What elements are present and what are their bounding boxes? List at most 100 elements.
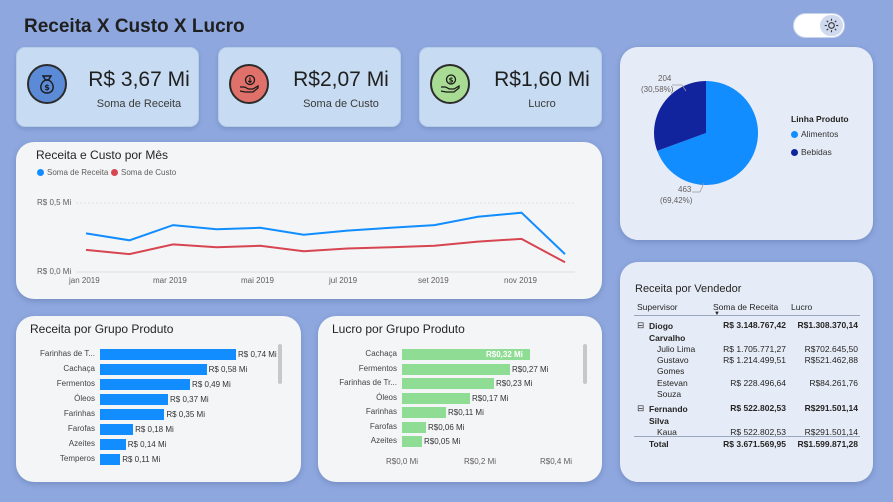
table-row-receita: R$ 228.496,64 (730, 378, 786, 388)
legend-swatch (791, 148, 798, 156)
kpi-label: Soma de Receita (96, 98, 182, 110)
bar-value-label: R$ 0,35 Mi (166, 410, 205, 419)
column-header-supervisor[interactable]: Supervisor (637, 302, 678, 312)
table-row-receita: R$ 522.802,53 (730, 427, 786, 437)
x-tick-label: R$0,4 Mi (540, 457, 573, 466)
bar[interactable] (402, 407, 446, 418)
pie-label-alimentos-value: 463 (678, 185, 692, 194)
legend-item-alimentos[interactable]: Alimentos (791, 129, 838, 139)
legend-label: Soma de Custo (121, 168, 177, 177)
table-row-name: Gustavo Gomes (657, 355, 689, 376)
receita-bar-card: Receita por Grupo Produto Farinhas de T.… (16, 316, 301, 482)
theme-toggle[interactable] (793, 13, 845, 38)
table-row-name: Fernando Silva (649, 404, 688, 426)
bar[interactable] (402, 421, 426, 433)
line-chart-card: Receita e Custo por Mês Soma de Receita … (16, 142, 602, 299)
bar[interactable] (100, 364, 207, 375)
series-line-receita[interactable] (85, 211, 566, 255)
table-total-receita: R$ 3.671.569,95 (723, 439, 786, 449)
pie-chart-card: 204 (30,58%) 463 (69,42%) Linha Produto … (620, 47, 873, 240)
column-header-receita[interactable]: Soma de Receita (713, 302, 779, 312)
bar-value-label: R$ 0,49 Mi (192, 380, 231, 389)
bar[interactable] (100, 424, 134, 435)
bar[interactable] (100, 379, 191, 390)
x-tick-label: R$0,0 Mi (386, 457, 419, 466)
legend-item-receita[interactable]: Soma de Receita (37, 168, 108, 177)
table-row-lucro: R$1.308.370,14 (797, 320, 859, 330)
pie-label-bebidas-pct: (30,58%) (641, 85, 674, 94)
pie-legend-title: Linha Produto (791, 114, 849, 124)
cost-hand-icon (229, 64, 269, 104)
legend-item-bebidas[interactable]: Bebidas (791, 147, 832, 157)
profit-hand-icon: $ (430, 64, 470, 104)
table-row-lucro: R$84.261,76 (809, 378, 858, 388)
pie-leader-line (692, 182, 705, 193)
receita-bar-title: Receita por Grupo Produto (30, 322, 174, 336)
page-title: Receita X Custo X Lucro (24, 16, 245, 37)
bar[interactable] (402, 363, 510, 375)
pie-label-alimentos-pct: (69,42%) (660, 196, 693, 205)
bar[interactable] (100, 454, 121, 465)
vendedor-table-card: Receita por Vendedor Supervisor Soma de … (620, 262, 873, 482)
bar[interactable] (100, 439, 126, 450)
table-row-lucro: R$291.501,14 (804, 403, 858, 413)
kpi-value: R$1,60 Mi (494, 68, 590, 91)
table-row-name: Julio Lima (657, 344, 696, 354)
bar-value-label: R$0,27 Mi (512, 364, 549, 374)
legend-item-custo[interactable]: Soma de Custo (111, 168, 176, 177)
bar-value-label: R$0,06 Mi (428, 422, 465, 432)
line-chart-plot (76, 202, 575, 273)
bar[interactable] (402, 436, 422, 447)
table-row-name: Estevan Souza (657, 378, 688, 399)
category-label: Farofas (369, 421, 397, 431)
table-row-lucro: R$521.462,88 (804, 355, 858, 365)
kpi-card-receita: $ R$ 3,67 Mi Soma de Receita (16, 47, 199, 127)
scrollbar[interactable] (278, 344, 282, 384)
pie-slice-alimentos[interactable] (657, 80, 759, 185)
kpi-value: R$2,07 Mi (293, 68, 389, 91)
bar[interactable] (100, 394, 168, 405)
category-label: Farinhas de Tr... (339, 378, 397, 387)
table-row-receita: R$ 522.802,53 (730, 403, 786, 413)
legend-swatch (791, 130, 798, 138)
category-label: Azeites (370, 436, 397, 445)
collapse-icon[interactable]: ⊟ (637, 403, 645, 413)
category-label: Farinhas (365, 407, 397, 416)
bar[interactable] (100, 409, 165, 420)
table-title: Receita por Vendedor (635, 283, 742, 295)
scrollbar[interactable] (583, 344, 587, 384)
svg-text:$: $ (449, 76, 454, 84)
legend-swatch (37, 169, 44, 176)
table-total-name: Total (649, 439, 669, 449)
kpi-card-custo: R$2,07 Mi Soma de Custo (218, 47, 401, 127)
table-total-lucro: R$1.599.871,28 (797, 439, 859, 449)
kpi-label: Lucro (528, 98, 556, 110)
bar[interactable] (402, 392, 470, 404)
collapse-icon[interactable]: ⊟ (637, 320, 645, 330)
legend-label: Bebidas (801, 147, 832, 157)
table-row-lucro: R$291.501,14 (804, 427, 858, 437)
money-bag-icon: $ (27, 64, 67, 104)
category-label: Fermentos (56, 379, 95, 388)
table-row-receita: R$ 1.214.499,51 (723, 355, 786, 365)
bar-value-label: R$ 0,11 Mi (122, 455, 161, 464)
bar[interactable] (100, 349, 236, 360)
table-row-receita: R$ 1.705.771,27 (723, 344, 786, 354)
category-label: Farofas (67, 424, 95, 433)
pie-slice-bebidas[interactable] (654, 81, 706, 151)
kpi-card-lucro: $ R$1,60 Mi Lucro (419, 47, 602, 127)
category-label: Cachaça (63, 364, 95, 373)
lucro-bar-title: Lucro por Grupo Produto (332, 322, 465, 336)
bar[interactable] (402, 349, 530, 360)
bar-value-label: R$0,11 Mi (448, 408, 484, 417)
x-tick-label: jul 2019 (329, 276, 358, 285)
bar-value-label: R$ 0,14 Mi (127, 440, 167, 449)
legend-label: Soma de Receita (47, 168, 109, 177)
kpi-value: R$ 3,67 Mi (88, 68, 190, 91)
column-header-lucro[interactable]: Lucro (791, 302, 813, 312)
x-tick-label: set 2019 (418, 276, 449, 285)
bar[interactable] (402, 378, 494, 389)
series-line-custo[interactable] (85, 237, 566, 264)
bar-value-label: R$0,32 Mi (486, 350, 523, 359)
lucro-bar-card: Lucro por Grupo Produto Cachaça R$0,32 Mi… (318, 316, 602, 482)
